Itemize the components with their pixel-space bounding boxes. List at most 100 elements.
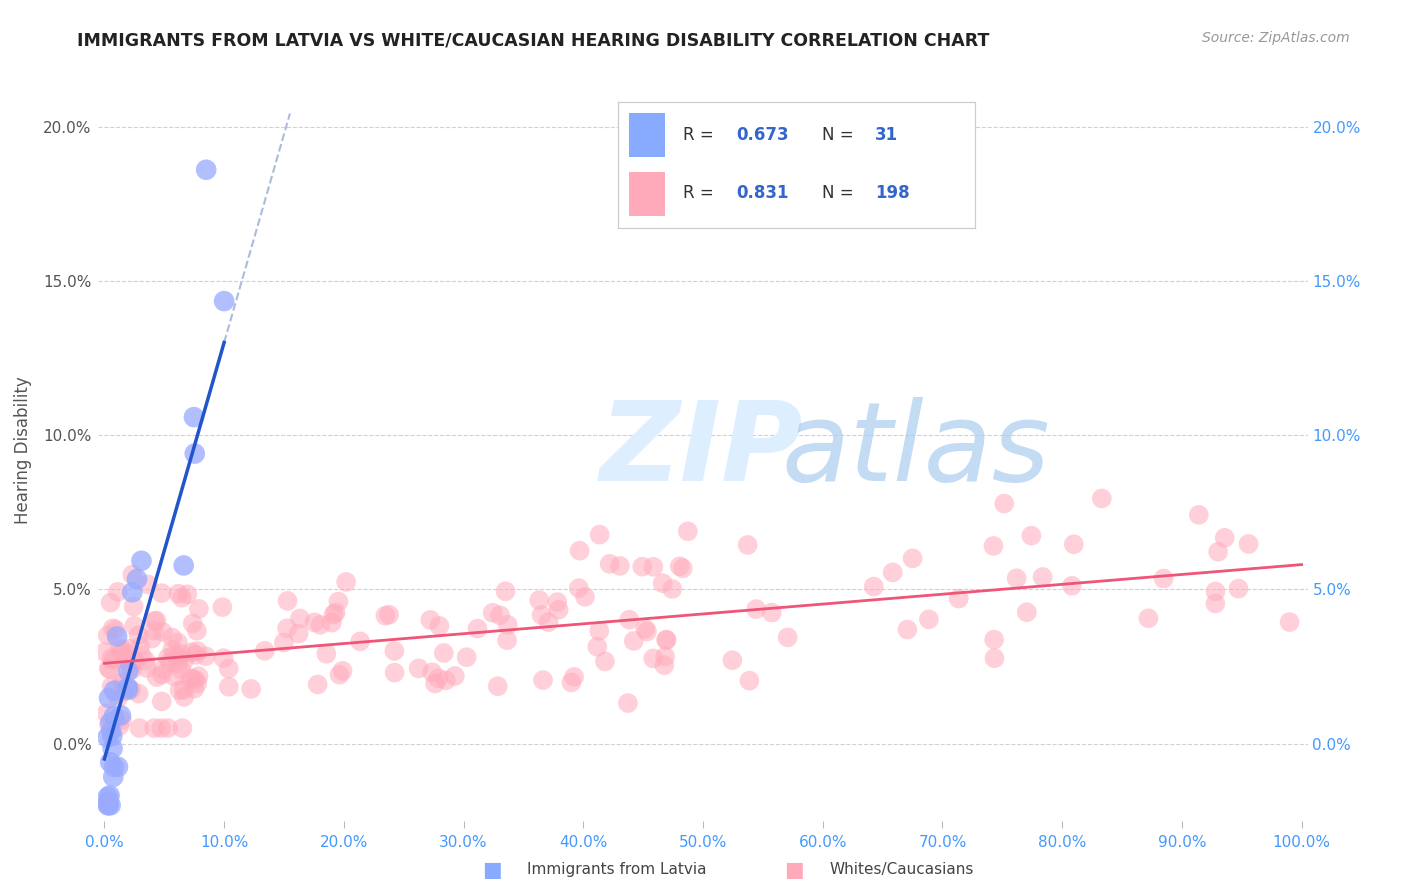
Point <box>374 608 396 623</box>
Point <box>1137 611 1160 625</box>
Point <box>183 410 205 425</box>
Text: R =: R = <box>682 126 718 145</box>
Point <box>537 615 560 629</box>
Point <box>643 559 665 574</box>
Point <box>100 596 122 610</box>
Point <box>420 665 443 680</box>
Point <box>652 658 675 673</box>
Point <box>1021 528 1043 542</box>
Point <box>288 611 311 625</box>
Point <box>443 669 465 683</box>
Text: Source: ZipAtlas.com: Source: ZipAtlas.com <box>1202 31 1350 45</box>
Point <box>143 614 166 628</box>
Point <box>1204 584 1226 599</box>
Point <box>631 559 654 574</box>
Point <box>546 595 568 609</box>
Point <box>186 676 208 690</box>
Point <box>96 706 118 721</box>
Point <box>101 621 124 635</box>
Point <box>98 662 121 676</box>
Point <box>211 600 233 615</box>
Point <box>163 669 186 683</box>
Point <box>382 644 405 658</box>
Point <box>183 681 205 696</box>
Point <box>103 760 125 774</box>
Point <box>668 559 690 574</box>
Point <box>636 624 658 639</box>
Text: ■: ■ <box>785 860 804 880</box>
Point <box>111 641 134 656</box>
Point <box>167 635 190 649</box>
Text: 0.831: 0.831 <box>737 184 789 202</box>
Point <box>121 567 143 582</box>
Point <box>129 639 152 653</box>
Text: Whites/Caucasians: Whites/Caucasians <box>830 863 974 877</box>
Point <box>141 632 163 646</box>
Text: R =: R = <box>682 184 718 202</box>
Point <box>429 619 451 633</box>
Point <box>150 721 173 735</box>
Point <box>98 690 121 705</box>
Point <box>173 690 195 704</box>
Point <box>159 655 181 669</box>
Point <box>187 602 209 616</box>
Point <box>273 635 295 649</box>
Text: N =: N = <box>821 184 859 202</box>
Point <box>419 613 441 627</box>
Point <box>112 685 135 699</box>
Point <box>661 582 683 596</box>
Point <box>322 607 344 622</box>
Point <box>100 651 122 665</box>
Point <box>122 619 145 633</box>
Text: 31: 31 <box>875 126 898 145</box>
Point <box>125 572 148 586</box>
Point <box>100 715 122 730</box>
Point <box>218 680 240 694</box>
Point <box>423 676 446 690</box>
Point <box>117 681 139 695</box>
Point <box>128 721 150 735</box>
Point <box>761 606 783 620</box>
Point <box>173 682 195 697</box>
Point <box>672 561 695 575</box>
Point <box>156 721 179 735</box>
Point <box>150 694 173 708</box>
Point <box>97 798 120 813</box>
Point <box>103 653 125 667</box>
Point <box>184 648 207 662</box>
Point <box>307 677 329 691</box>
Bar <box>628 112 665 157</box>
Point <box>117 682 139 697</box>
Point <box>98 789 121 803</box>
Point <box>97 661 120 675</box>
Point <box>560 675 582 690</box>
Point <box>186 644 208 658</box>
Point <box>179 672 201 686</box>
Point <box>315 647 337 661</box>
Point <box>145 614 167 628</box>
Point <box>124 655 146 669</box>
Point <box>163 648 186 662</box>
Point <box>1227 582 1250 596</box>
Point <box>486 679 509 693</box>
Point <box>276 594 298 608</box>
Point <box>170 662 193 676</box>
Point <box>253 644 276 658</box>
Point <box>110 648 132 662</box>
Point <box>918 612 941 626</box>
Point <box>467 622 489 636</box>
Point <box>170 647 193 661</box>
Point <box>309 618 332 632</box>
Text: 0.673: 0.673 <box>737 126 789 145</box>
Point <box>562 670 585 684</box>
Point <box>1278 615 1301 629</box>
Point <box>117 664 139 678</box>
Point <box>1091 491 1114 506</box>
Point <box>150 586 173 600</box>
Point <box>121 585 143 599</box>
Point <box>180 645 202 659</box>
Point <box>568 543 591 558</box>
Point <box>107 691 129 706</box>
Point <box>328 594 350 608</box>
Point <box>983 539 1005 553</box>
